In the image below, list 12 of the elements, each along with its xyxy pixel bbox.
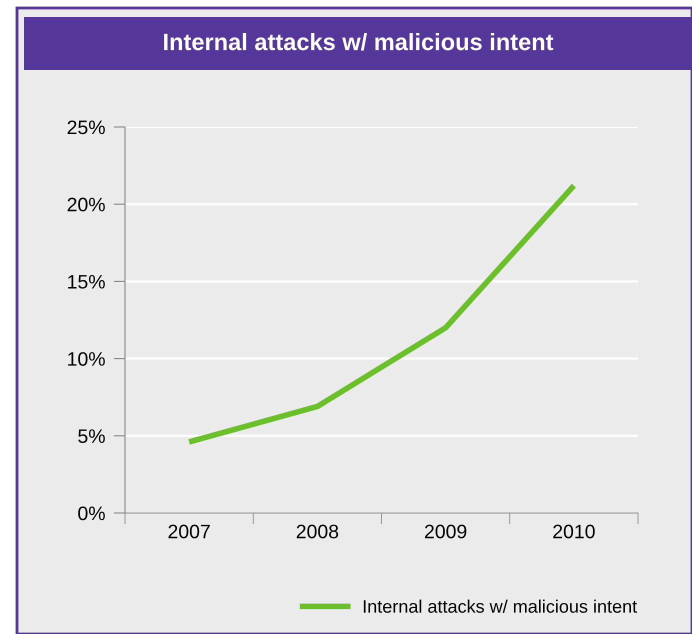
x-tick-label: 2008 (296, 524, 338, 538)
x-tick-label: 2010 (553, 524, 595, 538)
chart-title: Internal attacks w/ malicious intent (164, 32, 554, 51)
y-tick-label: 10% (68, 352, 105, 366)
x-tick-label: 2007 (168, 524, 210, 538)
y-tick-label: 0% (78, 506, 105, 520)
y-tick-label: 15% (68, 274, 105, 289)
legend-label: Internal attacks w/ malicious intent (364, 600, 638, 613)
y-tick-label: 5% (78, 429, 105, 444)
x-tick-label: 2009 (424, 524, 466, 538)
y-tick-label: 20% (68, 198, 105, 212)
y-tick-label: 25% (68, 120, 105, 134)
